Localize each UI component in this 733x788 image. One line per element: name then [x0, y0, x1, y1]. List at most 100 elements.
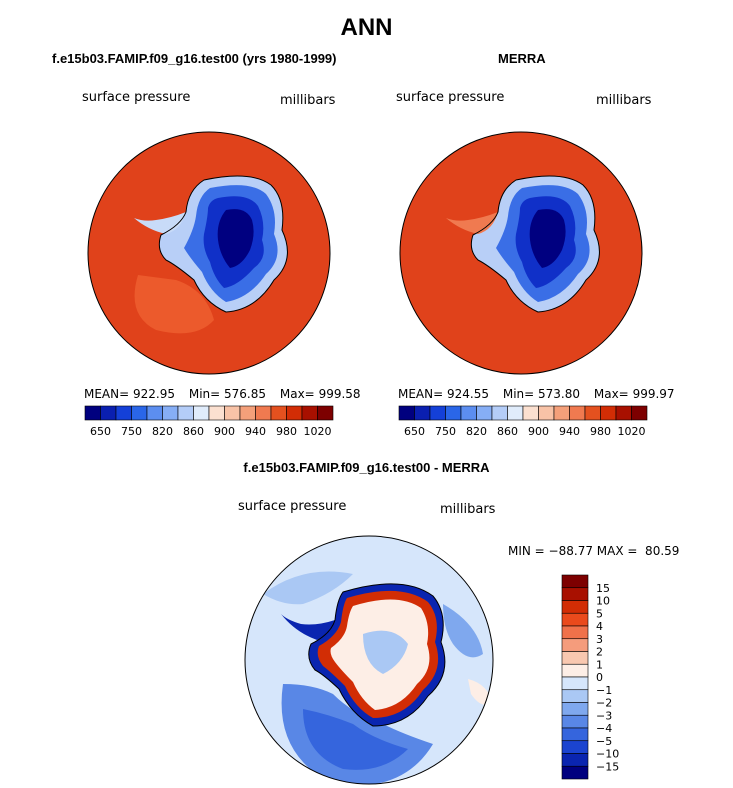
colorbar-tick-label: 820: [152, 425, 173, 438]
colorbar-swatch: [460, 405, 477, 421]
colorbar-swatch: [615, 405, 632, 421]
colorbar-tick-label: 4: [596, 620, 603, 633]
colorbar-swatch: [491, 405, 508, 421]
neg-anomaly-northwest: [263, 571, 353, 605]
colorbar-swatch: [631, 405, 648, 421]
colorbar-tick-label: 940: [245, 425, 266, 438]
right-variable-label: surface pressure: [396, 90, 505, 105]
colorbar-tick-label: 1020: [304, 425, 332, 438]
colorbar-tick-label: 750: [435, 425, 456, 438]
left-units-label: millibars: [280, 93, 336, 108]
colorbar-swatch: [553, 405, 570, 421]
left-panel-title: f.e15b03.FAMIP.f09_g16.test00 (yrs 1980-…: [52, 51, 337, 66]
colorbar-swatch: [100, 405, 117, 421]
colorbar-swatch: [476, 405, 493, 421]
colorbar-tick-label: 980: [276, 425, 297, 438]
colorbar-tick-label: 900: [528, 425, 549, 438]
colorbar-tick-label: 650: [404, 425, 425, 438]
colorbar-swatch: [208, 405, 225, 421]
colorbar-swatch: [445, 405, 462, 421]
ross-sea-shelf: [134, 275, 214, 334]
page-title: ANN: [340, 14, 393, 41]
colorbar-tick-label: −5: [596, 735, 612, 748]
colorbar-swatch: [600, 405, 617, 421]
right-stats: MEAN= 924.55 Min= 573.80 Max= 999.97: [398, 387, 675, 401]
colorbar-tick-label: −4: [596, 722, 612, 735]
right-panel-title: MERRA: [498, 51, 546, 66]
peninsula: [134, 212, 186, 234]
coastline: [308, 583, 446, 727]
peninsula-anomaly: [281, 614, 335, 640]
colorbar-tick-label: 980: [590, 425, 611, 438]
colorbar-swatch: [317, 405, 334, 421]
colorbar-swatch: [561, 753, 589, 767]
colorbar-swatch: [146, 405, 163, 421]
left-mean-value: 922.95: [133, 387, 176, 401]
colorbar-tick-label: −15: [596, 760, 619, 773]
left-max-value: 999.58: [318, 387, 361, 401]
colorbar-tick-label: 0: [596, 671, 603, 684]
colorbar-swatch: [561, 612, 589, 627]
colorbar-swatch: [286, 405, 303, 421]
colorbar-swatch: [507, 405, 524, 421]
colorbar-tick-label: 15: [596, 582, 610, 595]
left-mean-label: MEAN=: [84, 387, 130, 401]
left-min-value: 576.85: [224, 387, 267, 401]
colorbar-swatch: [239, 405, 256, 421]
colorbar-tick-label: 820: [466, 425, 487, 438]
colorbar-tick-label: 5: [596, 607, 603, 620]
interior-negative-patch: [363, 630, 408, 674]
colorbar-swatch: [84, 405, 101, 421]
right-max-label: Max=: [593, 387, 629, 401]
colorbar-swatch: [561, 676, 589, 691]
diff-minmax: MIN = −88.77 MAX = 80.59: [508, 544, 680, 558]
right-min-label: Min=: [502, 387, 535, 401]
colorbar-swatch: [224, 405, 241, 421]
colorbar-swatch: [270, 405, 287, 421]
right-max-value: 999.97: [632, 387, 675, 401]
right-mean-value: 924.55: [447, 387, 490, 401]
colorbar-tick-label: −10: [596, 748, 619, 761]
antarctica-core: [529, 209, 566, 268]
colorbar-swatch: [561, 702, 589, 716]
colorbar-swatch: [561, 727, 589, 742]
colorbar-swatch: [561, 765, 589, 780]
colorbar-swatch: [569, 405, 586, 421]
antarctica-core: [217, 209, 254, 268]
left-variable-label: surface pressure: [82, 90, 191, 105]
colorbar-tick-label: 750: [121, 425, 142, 438]
colorbar-swatch: [115, 405, 132, 421]
diff-polar-map: [244, 535, 494, 785]
neg-anomaly-south-core: [303, 709, 408, 770]
colorbar-tick-label: −3: [596, 709, 612, 722]
colorbar-swatch: [561, 587, 589, 601]
colorbar-tick-label: 10: [596, 595, 610, 608]
colorbar-swatch: [177, 405, 194, 421]
left-colorbar: 650 750 820 860 900 940 980 1020: [84, 405, 334, 438]
colorbar-swatch: [561, 663, 589, 678]
colorbar-tick-label: 860: [183, 425, 204, 438]
colorbar-swatch: [561, 625, 589, 640]
coastline: [158, 175, 288, 313]
colorbar-swatch: [301, 405, 318, 421]
diff-panel-title: f.e15b03.FAMIP.f09_g16.test00 - MERRA: [243, 460, 490, 475]
colorbar-tick-label: −2: [596, 697, 612, 710]
colorbar-tick-label: 3: [596, 633, 603, 646]
right-colorbar: 650 750 820 860 900 940 980 1020: [398, 405, 648, 438]
right-polar-map: [399, 131, 643, 375]
colorbar-swatch: [398, 405, 415, 421]
colorbar-tick-label: 860: [497, 425, 518, 438]
colorbar-tick-label: 650: [90, 425, 111, 438]
colorbar-tick-label: 900: [214, 425, 235, 438]
colorbar-swatch: [561, 714, 589, 729]
colorbar-swatch: [561, 574, 589, 589]
coastline: [470, 175, 600, 313]
left-polar-map: [87, 131, 331, 375]
colorbar-swatch: [255, 405, 272, 421]
colorbar-swatch: [193, 405, 210, 421]
colorbar-swatch: [414, 405, 431, 421]
diff-units-label: millibars: [440, 502, 496, 517]
colorbar-swatch: [561, 651, 589, 665]
colorbar-tick-label: −1: [596, 684, 612, 697]
